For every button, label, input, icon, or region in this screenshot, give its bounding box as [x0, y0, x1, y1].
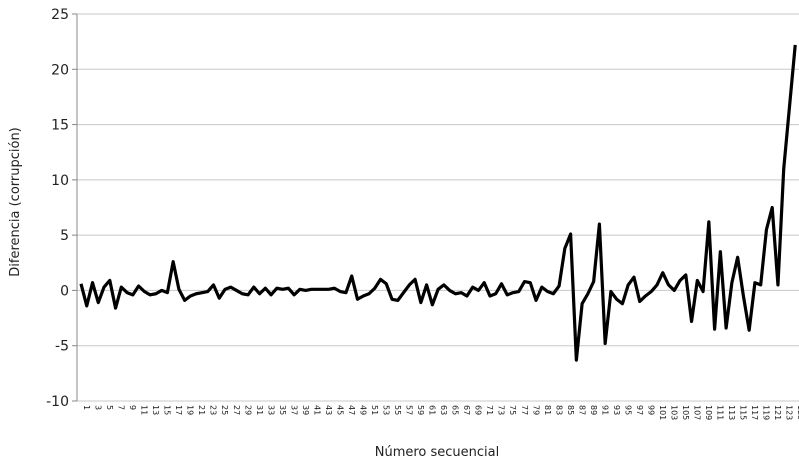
- x-tick-label: 13: [151, 405, 160, 415]
- x-tick-label: 73: [497, 405, 506, 415]
- x-axis-ticks: 1 3 5 7 9 11 13 15 17 19 21 23 25 27 29 31 33 35 37 39 41 43 4…: [82, 405, 799, 420]
- y-tick-label: -10: [46, 394, 69, 410]
- x-tick-label: 37: [289, 405, 298, 415]
- x-tick-label: 115: [739, 405, 748, 420]
- x-tick-label: 57: [405, 405, 414, 415]
- x-tick-label: 1: [82, 405, 91, 410]
- x-tick-label: 47: [347, 405, 356, 415]
- x-tick-label: 61: [428, 405, 437, 415]
- x-tick-label: 83: [554, 405, 563, 415]
- x-tick-label: 95: [623, 405, 632, 415]
- x-tick-label: 55: [393, 405, 402, 415]
- x-tick-label: 71: [485, 405, 494, 415]
- x-tick-label: 121: [773, 405, 782, 420]
- y-tick-label: 5: [60, 228, 69, 244]
- x-tick-label: 27: [232, 405, 241, 415]
- x-tick-label: 89: [589, 405, 598, 415]
- x-tick-label: 19: [186, 405, 195, 415]
- x-tick-label: 21: [197, 405, 206, 415]
- x-tick-label: 77: [520, 405, 529, 415]
- x-tick-label: 5: [105, 405, 114, 410]
- x-tick-label: 35: [278, 405, 287, 415]
- gridlines: [76, 13, 799, 402]
- series-line: [79, 44, 797, 362]
- x-tick-label: 117: [750, 405, 759, 420]
- x-tick-label: 45: [335, 405, 344, 415]
- x-tick-label: 123: [785, 405, 794, 420]
- x-axis-title: Número secuencial: [375, 445, 500, 460]
- y-tick-label: -5: [55, 339, 69, 355]
- x-tick-label: 125: [796, 405, 799, 420]
- y-tick-label: 15: [51, 118, 69, 134]
- x-tick-label: 9: [128, 405, 137, 410]
- x-tick-label: 113: [727, 405, 736, 420]
- x-tick-label: 31: [255, 405, 264, 415]
- x-tick-label: 103: [670, 405, 679, 420]
- x-tick-label: 23: [209, 405, 218, 415]
- y-axis-title: Diferencia (corrupción): [8, 127, 23, 277]
- x-tick-label: 51: [370, 405, 379, 415]
- x-tick-label: 25: [220, 405, 229, 415]
- x-tick-label: 91: [600, 405, 609, 415]
- x-tick-label: 65: [451, 405, 460, 415]
- x-tick-label: 109: [704, 405, 713, 420]
- x-tick-label: 11: [140, 405, 149, 415]
- x-tick-label: 85: [566, 405, 575, 415]
- x-tick-label: 43: [324, 405, 333, 415]
- x-tick-label: 111: [716, 405, 725, 420]
- x-tick-label: 99: [646, 405, 655, 415]
- x-tick-label: 63: [439, 405, 448, 415]
- x-tick-label: 107: [693, 405, 702, 420]
- x-tick-label: 17: [174, 405, 183, 415]
- x-tick-label: 93: [612, 405, 621, 415]
- x-tick-label: 79: [531, 405, 540, 415]
- y-tick-label: 0: [60, 283, 69, 299]
- x-tick-label: 69: [474, 405, 483, 415]
- x-tick-label: 49: [358, 405, 367, 415]
- x-tick-label: 3: [94, 405, 103, 410]
- x-tick-label: 15: [163, 405, 172, 415]
- x-tick-label: 53: [382, 405, 391, 415]
- x-tick-label: 33: [266, 405, 275, 415]
- x-tick-label: 39: [301, 405, 310, 415]
- x-tick-label: 41: [312, 405, 321, 415]
- x-tick-label: 75: [508, 405, 517, 415]
- x-tick-label: 97: [635, 405, 644, 415]
- x-tick-label: 101: [658, 405, 667, 420]
- x-tick-label: 67: [462, 405, 471, 415]
- y-tick-label: 25: [51, 7, 69, 23]
- y-axis-ticks: 25 20 15 10 5 0 -5 -10: [46, 7, 77, 410]
- y-tick-label: 20: [51, 62, 69, 78]
- y-tick-label: 10: [51, 173, 69, 189]
- x-tick-label: 29: [243, 405, 252, 415]
- x-tick-label: 81: [543, 405, 552, 415]
- x-tick-label: 59: [416, 405, 425, 415]
- x-tick-label: 7: [117, 405, 126, 410]
- x-tick-label: 105: [681, 405, 690, 420]
- x-tick-label: 87: [577, 405, 586, 415]
- x-tick-label: 119: [762, 405, 771, 420]
